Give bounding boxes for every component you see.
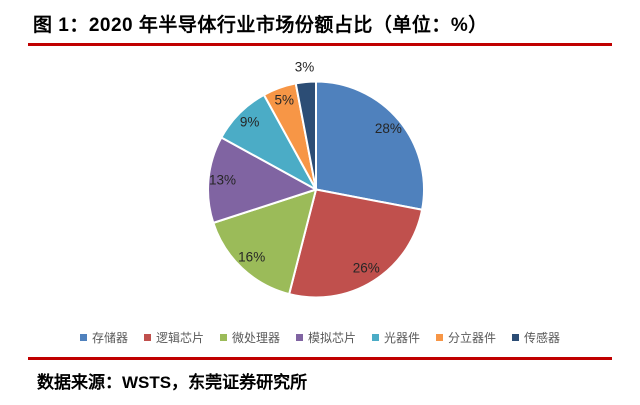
legend-swatch-icon <box>219 334 227 341</box>
legend-item-logic-chips: 逻辑芯片 <box>143 329 204 346</box>
legend-swatch-icon <box>143 334 151 341</box>
pie-slices-group <box>207 80 425 299</box>
pie-data-labels-group: 28% 26% 16% 13% 9% 5% 3% <box>209 60 402 276</box>
pie-data-label-microprocessor: 16% <box>238 250 265 265</box>
pie-slice-microprocessor <box>212 188 317 296</box>
pie-data-label-sensors: 3% <box>295 60 315 75</box>
pie-slice-memory <box>315 80 425 211</box>
legend-label: 逻辑芯片 <box>155 331 204 345</box>
title-underline-rule <box>28 43 612 46</box>
legend-item-analog-chips: 模拟芯片 <box>295 329 356 346</box>
pie-chart: 28% 26% 16% 13% 9% 5% 3% <box>207 60 425 299</box>
pie-data-label-optical-devices: 9% <box>240 115 260 130</box>
pie-slice-analog-chips <box>207 136 317 224</box>
legend-swatch-icon <box>436 334 444 341</box>
legend-item-microprocessor: 微处理器 <box>219 329 280 346</box>
pie-data-label-memory: 28% <box>375 121 402 136</box>
legend-item-sensors: 传感器 <box>512 329 560 346</box>
pie-data-label-logic-chips: 26% <box>353 260 380 275</box>
pie-data-label-discrete-devices: 5% <box>274 93 294 108</box>
legend-swatch-icon <box>372 334 379 341</box>
pie-data-label-analog-chips: 13% <box>209 172 236 187</box>
legend-label: 分立器件 <box>448 331 497 345</box>
legend-swatch-icon <box>79 334 87 341</box>
legend-item-memory: 存储器 <box>79 329 128 346</box>
figure-title: 图 1：2020 年半导体行业市场份额占比（单位：%） <box>33 15 488 36</box>
legend-label: 传感器 <box>524 331 561 345</box>
legend-item-discrete-devices: 分立器件 <box>436 329 496 346</box>
legend-label: 微处理器 <box>231 331 280 345</box>
chart-legend: 存储器 逻辑芯片 微处理器 模拟芯片 光器件 分立器件 传感器 <box>0 329 640 346</box>
legend-swatch-icon <box>512 334 520 341</box>
legend-label: 模拟芯片 <box>307 331 356 345</box>
pie-slice-sensors <box>294 80 317 191</box>
data-source-text: 数据来源：WSTS，东莞证券研究所 <box>37 373 308 392</box>
legend-label: 光器件 <box>384 331 421 345</box>
legend-item-optical-devices: 光器件 <box>372 329 420 346</box>
pie-slice-logic-chips <box>288 188 424 299</box>
legend-swatch-icon <box>295 334 303 341</box>
footer-rule <box>28 357 612 360</box>
legend-label: 存储器 <box>91 331 128 345</box>
